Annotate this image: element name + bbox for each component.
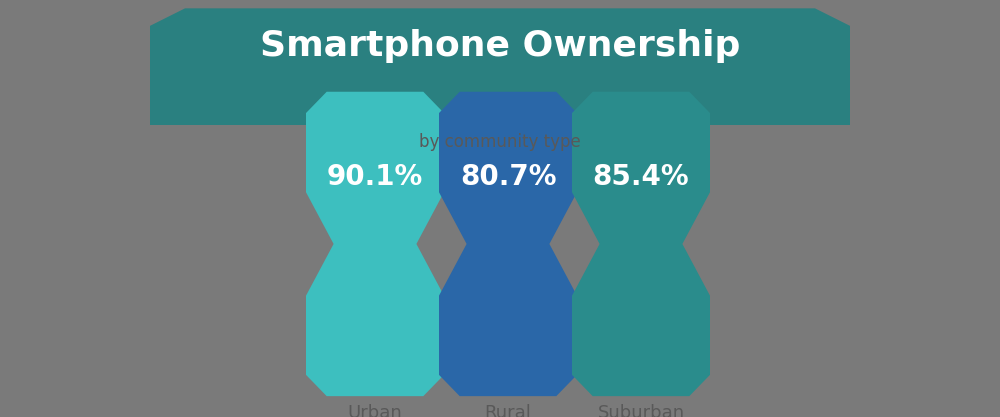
Text: Rural: Rural (485, 404, 531, 417)
Text: Smartphone Ownership: Smartphone Ownership (260, 29, 740, 63)
Text: by community type: by community type (419, 133, 581, 151)
Polygon shape (572, 92, 710, 396)
Text: 85.4%: 85.4% (593, 163, 689, 191)
Polygon shape (439, 92, 577, 396)
Polygon shape (150, 8, 850, 125)
Text: Suburban: Suburban (597, 404, 685, 417)
Text: 80.7%: 80.7% (460, 163, 556, 191)
Polygon shape (306, 92, 444, 396)
Text: 90.1%: 90.1% (327, 163, 423, 191)
Text: Urban: Urban (348, 404, 402, 417)
